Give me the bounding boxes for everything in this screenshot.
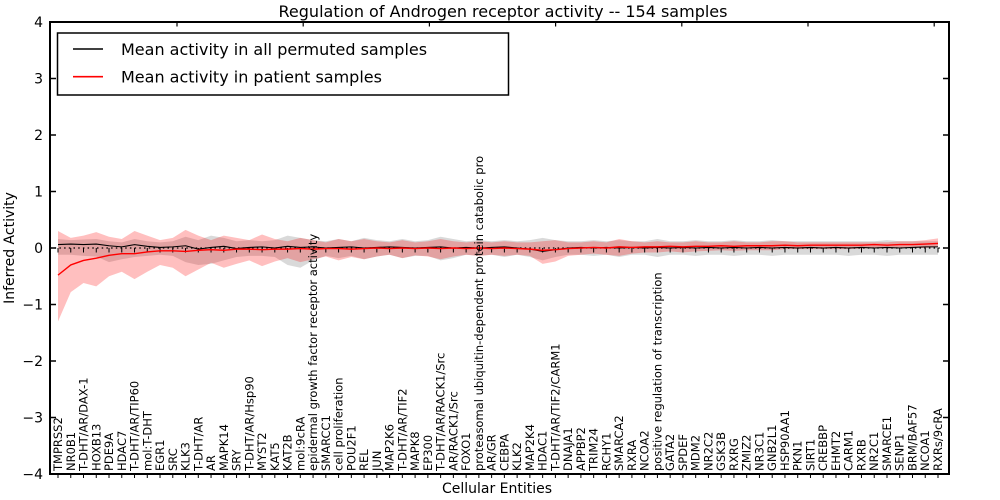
x-tick-label: SIRT1 (803, 439, 817, 471)
x-tick-label: KLK2 (510, 442, 524, 471)
y-tick-label: −2 (22, 354, 43, 370)
x-tick-label: MAP2K6 (383, 424, 397, 471)
x-tick-label: T-DHT/AR/TIF2/CARM1 (548, 343, 562, 472)
x-tick-label: FOXO1 (459, 433, 473, 471)
x-tick-label: SMARCC1 (319, 415, 333, 471)
x-tick-label: TMPRSS2 (51, 417, 65, 472)
x-tick-label: mol:T-DHT (140, 410, 154, 471)
chart-title: Regulation of Androgen receptor activity… (279, 2, 728, 21)
x-tick-label: AR/GR (485, 434, 499, 471)
x-tick-label: KAT5 (268, 442, 282, 471)
x-tick-label: MAP2K4 (523, 424, 537, 471)
y-tick-label: −3 (22, 411, 43, 427)
x-tick-label: positive regulation of transcription (650, 272, 664, 471)
x-tick-label: GATA2 (663, 434, 677, 471)
x-tick-label: RXRB (854, 439, 868, 471)
x-tick-label: T-DHT/AR/TIF2 (395, 388, 409, 472)
x-tick-label: RCHY1 (599, 433, 613, 471)
x-tick-label: NR0B1 (64, 432, 78, 471)
x-tick-label: PKN1 (791, 441, 805, 471)
x-tick-label: NR3C1 (752, 432, 766, 471)
patient-samples-std-band (58, 229, 938, 322)
x-tick-label: GSK3B (714, 432, 728, 471)
plot-area: TMPRSS2NR0B1T-DHT/AR/DAX-1HOXB13PDE9AHDA… (22, 15, 949, 483)
x-tick-label: mol:9cRA (293, 417, 307, 471)
legend-item-permuted: Mean activity in all permuted samples (73, 40, 427, 59)
legend-box (56, 32, 510, 96)
axes-frame (49, 21, 950, 475)
legend-label-patient: Mean activity in patient samples (121, 68, 382, 87)
x-tick-label: KLK3 (179, 442, 193, 471)
x-tick-label: SRY (230, 448, 244, 471)
x-tick-label: NCOA1 (918, 430, 932, 471)
permuted-mean-line (57, 243, 938, 252)
y-tick-label: 4 (34, 15, 43, 31)
x-tick-label: SPDEF (676, 434, 690, 471)
y-tick-label: 1 (34, 185, 43, 201)
patient-mean-line (57, 242, 939, 276)
x-tick-label: MDM2 (689, 435, 703, 471)
y-tick-label: 2 (34, 128, 43, 144)
x-tick-label: JUN (370, 451, 384, 472)
x-tick-label: EGR1 (153, 440, 167, 472)
x-tick-label: POU2F1 (344, 425, 358, 471)
permuted-samples-std-band (58, 235, 938, 268)
x-tick-label: NR2C1 (867, 432, 881, 471)
x-tick-label: RXRG (727, 438, 741, 471)
y-tick-label: −1 (22, 298, 43, 314)
x-tick-label: CEBPA (497, 434, 511, 471)
x-tick-label: APPBP2 (574, 427, 588, 471)
x-tick-label: AR/RACK1/Src (446, 391, 460, 471)
x-tick-label: TRIM24 (587, 428, 601, 472)
x-axis-label: Cellular Entities (442, 481, 552, 497)
x-tick-label: cell proliferation (332, 377, 346, 471)
x-tick-label: AR (204, 455, 218, 471)
x-tick-label: PDE9A (102, 433, 116, 471)
x-tick-label: SMARCA2 (612, 415, 626, 471)
x-tick-label: SRC (166, 448, 180, 471)
x-tick-label: T-DHT/AR/TIP60 (128, 381, 142, 472)
y-tick-label: −4 (22, 467, 43, 483)
legend-label-permuted: Mean activity in all permuted samples (121, 40, 427, 59)
x-tick-label: T-DHT/AR/RACK1/Src (434, 353, 448, 472)
x-tick-label: REL (357, 449, 371, 471)
x-tick-label: EP300 (421, 435, 435, 471)
x-tick-label: GNB2L1 (765, 425, 779, 471)
x-tick-label: SMARCE1 (880, 416, 894, 471)
y-tick-label: 3 (34, 72, 43, 88)
x-tick-label: CARM1 (842, 430, 856, 471)
x-tick-label: SENP1 (893, 434, 907, 471)
x-tick-label: CREBBP (816, 425, 830, 471)
x-tick-label: ZMIZ2 (740, 435, 754, 471)
x-tick-label: KAT2B (281, 434, 295, 471)
y-tick-label: 0 (34, 241, 43, 257)
x-tick-label: HOXB13 (89, 424, 103, 471)
x-tick-label: NCOA2 (638, 430, 652, 471)
x-tick-label: T-DHT/AR (191, 417, 205, 472)
legend: Mean activity in all permuted samples Me… (56, 32, 510, 96)
x-tick-label: proteasomal ubiquitin-dependent protein … (472, 156, 486, 471)
x-tick-label: HDAC7 (115, 431, 129, 471)
x-tick-label: epidermal growth factor receptor activit… (306, 234, 320, 471)
x-tick-label: RXRA (625, 440, 639, 471)
x-tick-label: EHMT2 (829, 431, 843, 471)
x-tick-label: HSP90AA1 (778, 410, 792, 471)
x-tick-label: HDAC1 (536, 431, 550, 471)
x-tick-label: MAPK8 (408, 431, 422, 471)
x-tick-label: NR2C2 (701, 432, 715, 471)
x-tick-label: RXRs/9cRA (931, 408, 945, 471)
x-tick-label: T-DHT/AR/DAX-1 (77, 377, 91, 472)
x-tick-label: DNAJA1 (561, 427, 575, 471)
x-tick-label: T-DHT/AR/Hsp90 (242, 376, 256, 472)
legend-item-patient: Mean activity in patient samples (73, 68, 382, 87)
y-axis-label: Inferred Activity (2, 192, 18, 304)
x-tick-label: BRM/BAF57 (905, 404, 919, 471)
x-tick-label: MYST2 (255, 432, 269, 471)
x-tick-label: MAPK14 (217, 424, 231, 471)
